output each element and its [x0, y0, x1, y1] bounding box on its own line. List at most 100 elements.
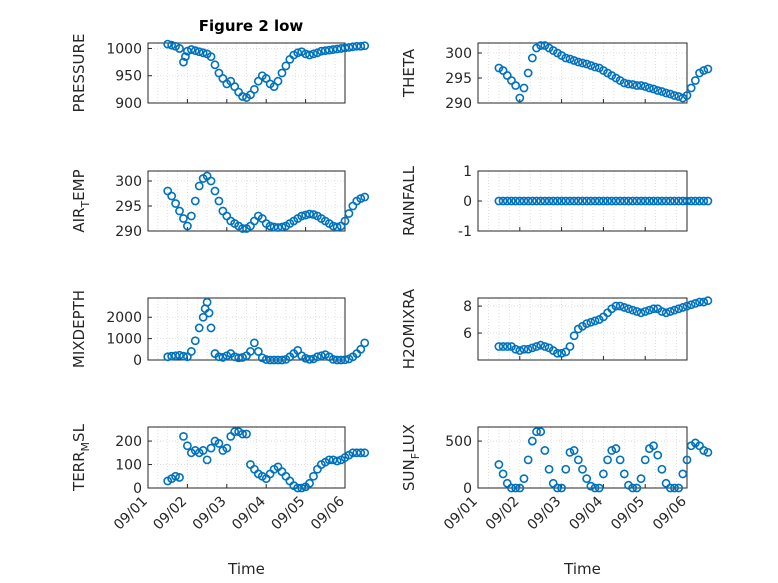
data-point [553, 196, 562, 206]
data-point [332, 456, 342, 466]
data-point [690, 76, 700, 85]
data-point [182, 441, 192, 451]
data-point [527, 436, 537, 446]
y-tick-label: 1000 [106, 41, 142, 57]
data-point [548, 196, 558, 206]
data-point [242, 429, 251, 439]
data-point [515, 93, 525, 103]
data-point [340, 216, 350, 226]
y-tick-label: 295 [445, 71, 472, 87]
data-point [328, 45, 338, 54]
data-point [498, 342, 508, 351]
data-point [653, 86, 663, 95]
data-point [206, 443, 216, 453]
y-axis-label: RAINFALL [400, 165, 418, 236]
data-point [498, 469, 508, 479]
data-point [523, 344, 533, 354]
data-point [507, 76, 516, 85]
subplot-6: 6 8 H2OMIXRA [400, 288, 713, 369]
data-point [590, 483, 600, 493]
data-point [511, 196, 521, 206]
y-axis-label: AIRTEMP [70, 169, 92, 232]
data-point [599, 196, 608, 206]
data-point [171, 471, 180, 481]
data-point [511, 81, 521, 90]
data-point [582, 319, 592, 329]
data-point [670, 196, 679, 206]
data-point [615, 301, 625, 311]
y-tick-label: 290 [115, 224, 142, 240]
data-point [502, 71, 512, 80]
data-point [179, 351, 188, 361]
data-point [238, 92, 247, 101]
data-point [190, 336, 200, 346]
data-point [309, 471, 318, 481]
data-point [619, 196, 629, 206]
data-point [344, 42, 354, 52]
data-point [198, 446, 208, 455]
data-point [682, 455, 692, 465]
data-point [628, 196, 638, 206]
data-point [586, 481, 596, 491]
data-point [507, 483, 516, 493]
data-point [186, 347, 196, 356]
data-point [640, 307, 650, 316]
data-point [603, 196, 612, 206]
data-point [624, 304, 633, 314]
data-point [628, 305, 638, 315]
subplot-1: 900 950 1000 PRESSURE [70, 34, 370, 112]
data-point [277, 68, 287, 78]
data-point [190, 196, 200, 206]
data-point [324, 45, 334, 55]
data-point [515, 483, 525, 493]
data-point [214, 352, 224, 362]
data-point [678, 469, 688, 479]
subplot-8: 0 500 SUNFLUX 09/01 09/02 09/03 09/04 09/05 09/0… [400, 424, 713, 578]
data-point [653, 196, 663, 206]
data-point [206, 323, 216, 333]
data-point [527, 343, 537, 353]
data-point [561, 464, 571, 474]
data-point [624, 196, 633, 206]
data-point [222, 443, 232, 453]
data-point [644, 305, 654, 315]
data-point [603, 455, 612, 465]
data-point [644, 196, 654, 206]
data-point [265, 221, 275, 231]
y-axis-label: H2OMIXRA [400, 288, 418, 369]
data-point [657, 464, 667, 474]
data-point [230, 427, 240, 437]
data-point [544, 196, 554, 206]
data-point [632, 196, 642, 206]
data-point [611, 301, 621, 311]
data-point [532, 342, 541, 351]
data-point [578, 196, 587, 206]
data-point [661, 88, 671, 98]
data-point [175, 350, 184, 360]
data-point [569, 331, 579, 341]
data-point [594, 196, 604, 206]
data-point [277, 222, 287, 232]
data-point [198, 312, 208, 322]
y-tick-label: 200 [115, 434, 142, 450]
data-point [594, 483, 604, 493]
axes-box [477, 42, 688, 104]
data-point [561, 53, 571, 63]
data-point [210, 60, 220, 70]
data-point [565, 196, 575, 206]
data-point [494, 342, 504, 351]
x-tick-label: 09/01 [111, 494, 151, 534]
data-point [653, 450, 663, 460]
data-point [313, 352, 322, 362]
data-point [527, 53, 537, 63]
data-point [194, 181, 204, 191]
data-point [703, 64, 713, 74]
data-point [670, 305, 679, 315]
data-point [273, 76, 283, 86]
x-tick-label: 09/04 [229, 493, 269, 533]
figure-title: Figure 2 low [199, 17, 304, 35]
data-point [540, 196, 550, 206]
data-point [285, 476, 295, 486]
data-point [682, 196, 692, 206]
data-point [690, 196, 700, 206]
